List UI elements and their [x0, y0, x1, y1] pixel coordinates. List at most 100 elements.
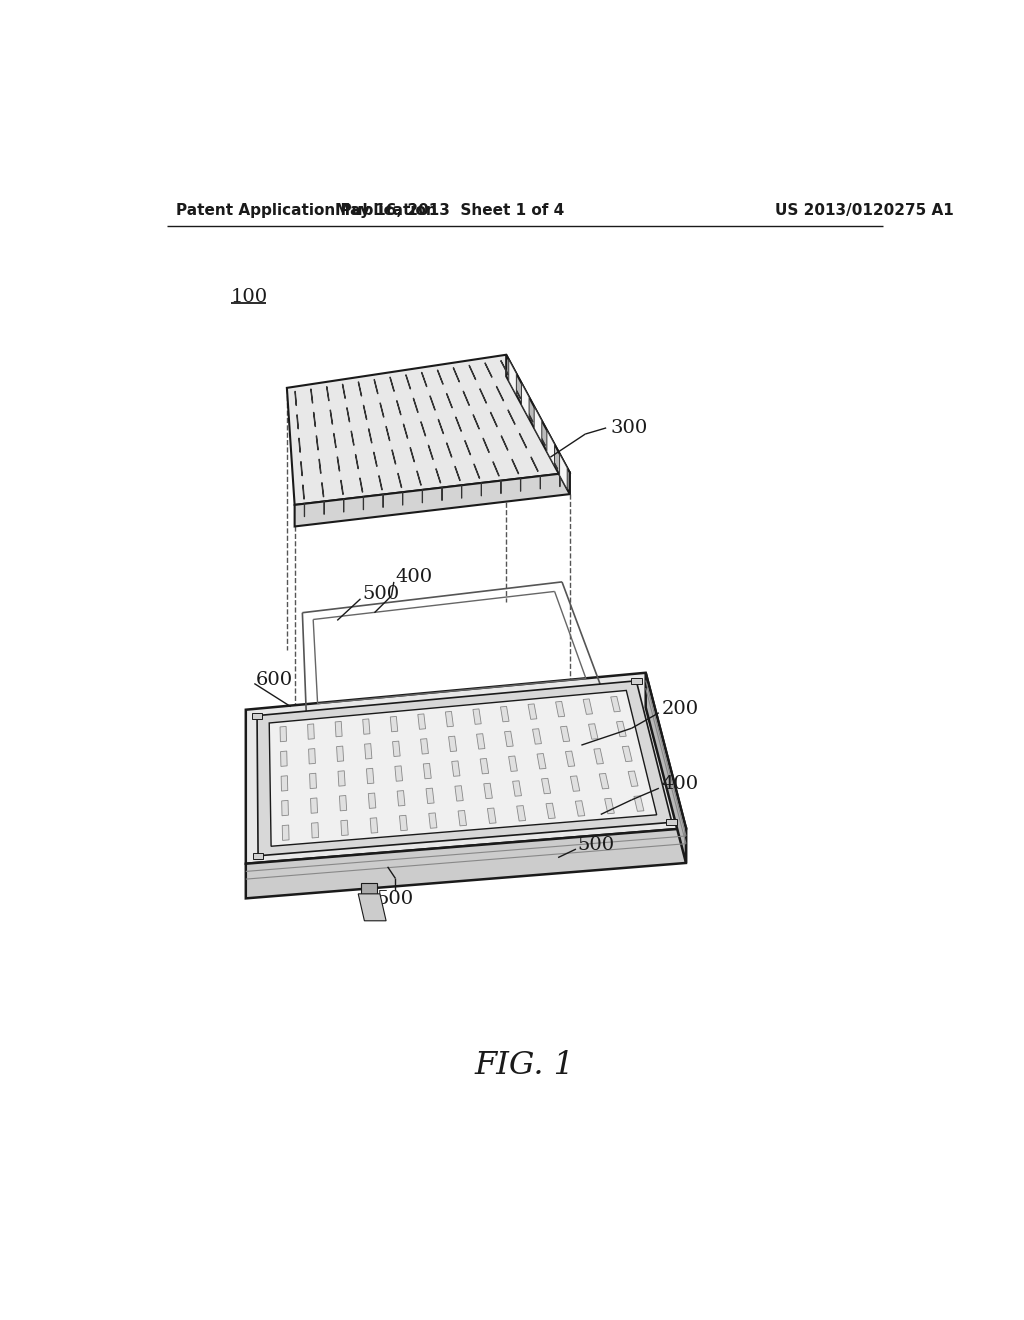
Text: 500: 500 [362, 585, 399, 603]
Polygon shape [374, 380, 378, 393]
Polygon shape [311, 822, 318, 838]
Polygon shape [599, 774, 609, 789]
Polygon shape [550, 455, 558, 469]
Polygon shape [570, 776, 580, 791]
Polygon shape [428, 445, 433, 459]
Polygon shape [455, 466, 460, 480]
Polygon shape [501, 706, 509, 722]
Polygon shape [480, 759, 488, 774]
Polygon shape [283, 825, 289, 841]
Polygon shape [308, 748, 315, 764]
Polygon shape [479, 389, 486, 403]
Polygon shape [282, 776, 288, 791]
Polygon shape [423, 763, 431, 779]
Polygon shape [455, 785, 463, 801]
Polygon shape [347, 408, 349, 422]
Polygon shape [301, 462, 302, 475]
Polygon shape [380, 403, 384, 417]
Polygon shape [338, 771, 345, 787]
Polygon shape [426, 788, 434, 804]
Polygon shape [483, 438, 489, 453]
Polygon shape [497, 387, 504, 401]
Polygon shape [269, 690, 656, 846]
Polygon shape [505, 731, 513, 747]
Polygon shape [421, 739, 428, 754]
Polygon shape [519, 433, 526, 447]
Polygon shape [303, 484, 304, 499]
Polygon shape [246, 673, 686, 863]
Polygon shape [513, 781, 521, 796]
Polygon shape [631, 677, 642, 684]
Polygon shape [299, 438, 300, 453]
Text: 200: 200 [662, 700, 698, 718]
Polygon shape [473, 414, 479, 429]
Polygon shape [295, 391, 296, 405]
Polygon shape [446, 393, 453, 408]
Polygon shape [399, 816, 408, 830]
Polygon shape [530, 457, 539, 471]
Polygon shape [369, 793, 376, 808]
Polygon shape [437, 370, 443, 384]
Polygon shape [484, 363, 493, 378]
Polygon shape [449, 737, 457, 751]
Polygon shape [521, 383, 529, 418]
Polygon shape [559, 454, 567, 490]
Polygon shape [297, 414, 298, 429]
Polygon shape [313, 412, 315, 426]
Polygon shape [397, 474, 401, 487]
Polygon shape [280, 726, 287, 742]
Polygon shape [493, 462, 499, 477]
Polygon shape [358, 381, 361, 396]
Polygon shape [309, 774, 316, 788]
Polygon shape [538, 432, 546, 445]
Polygon shape [583, 698, 593, 714]
Text: 500: 500 [377, 890, 414, 908]
Polygon shape [246, 829, 686, 899]
Polygon shape [327, 387, 329, 401]
Polygon shape [392, 741, 400, 756]
Polygon shape [473, 709, 481, 725]
Text: 300: 300 [610, 418, 647, 437]
Polygon shape [406, 375, 411, 389]
Polygon shape [252, 713, 262, 718]
Polygon shape [417, 471, 421, 486]
Text: 400: 400 [662, 775, 698, 792]
Text: May 16, 2013  Sheet 1 of 4: May 16, 2013 Sheet 1 of 4 [335, 203, 564, 218]
Polygon shape [339, 796, 347, 810]
Polygon shape [506, 355, 569, 494]
Text: FIG. 1: FIG. 1 [475, 1049, 574, 1081]
Polygon shape [556, 701, 564, 717]
Polygon shape [469, 366, 476, 380]
Polygon shape [604, 799, 614, 813]
Polygon shape [358, 894, 386, 921]
Polygon shape [310, 389, 312, 403]
Polygon shape [623, 746, 632, 762]
Polygon shape [310, 797, 317, 813]
Polygon shape [322, 483, 324, 496]
Polygon shape [390, 378, 394, 391]
Polygon shape [436, 469, 440, 483]
Polygon shape [452, 760, 460, 776]
Polygon shape [454, 368, 460, 381]
Polygon shape [281, 751, 287, 767]
Polygon shape [634, 796, 644, 812]
Polygon shape [361, 883, 377, 894]
Polygon shape [403, 424, 408, 438]
Polygon shape [307, 723, 314, 739]
Text: 400: 400 [395, 568, 432, 586]
Polygon shape [386, 426, 390, 441]
Polygon shape [501, 436, 508, 450]
Polygon shape [355, 454, 358, 469]
Polygon shape [628, 771, 638, 787]
Polygon shape [392, 450, 395, 465]
Polygon shape [517, 805, 525, 821]
Polygon shape [463, 391, 469, 405]
Text: 600: 600 [256, 671, 293, 689]
Polygon shape [528, 704, 537, 719]
Polygon shape [430, 396, 435, 411]
Polygon shape [560, 726, 569, 742]
Polygon shape [410, 447, 415, 462]
Polygon shape [546, 803, 555, 818]
Polygon shape [351, 432, 354, 445]
Polygon shape [330, 411, 333, 424]
